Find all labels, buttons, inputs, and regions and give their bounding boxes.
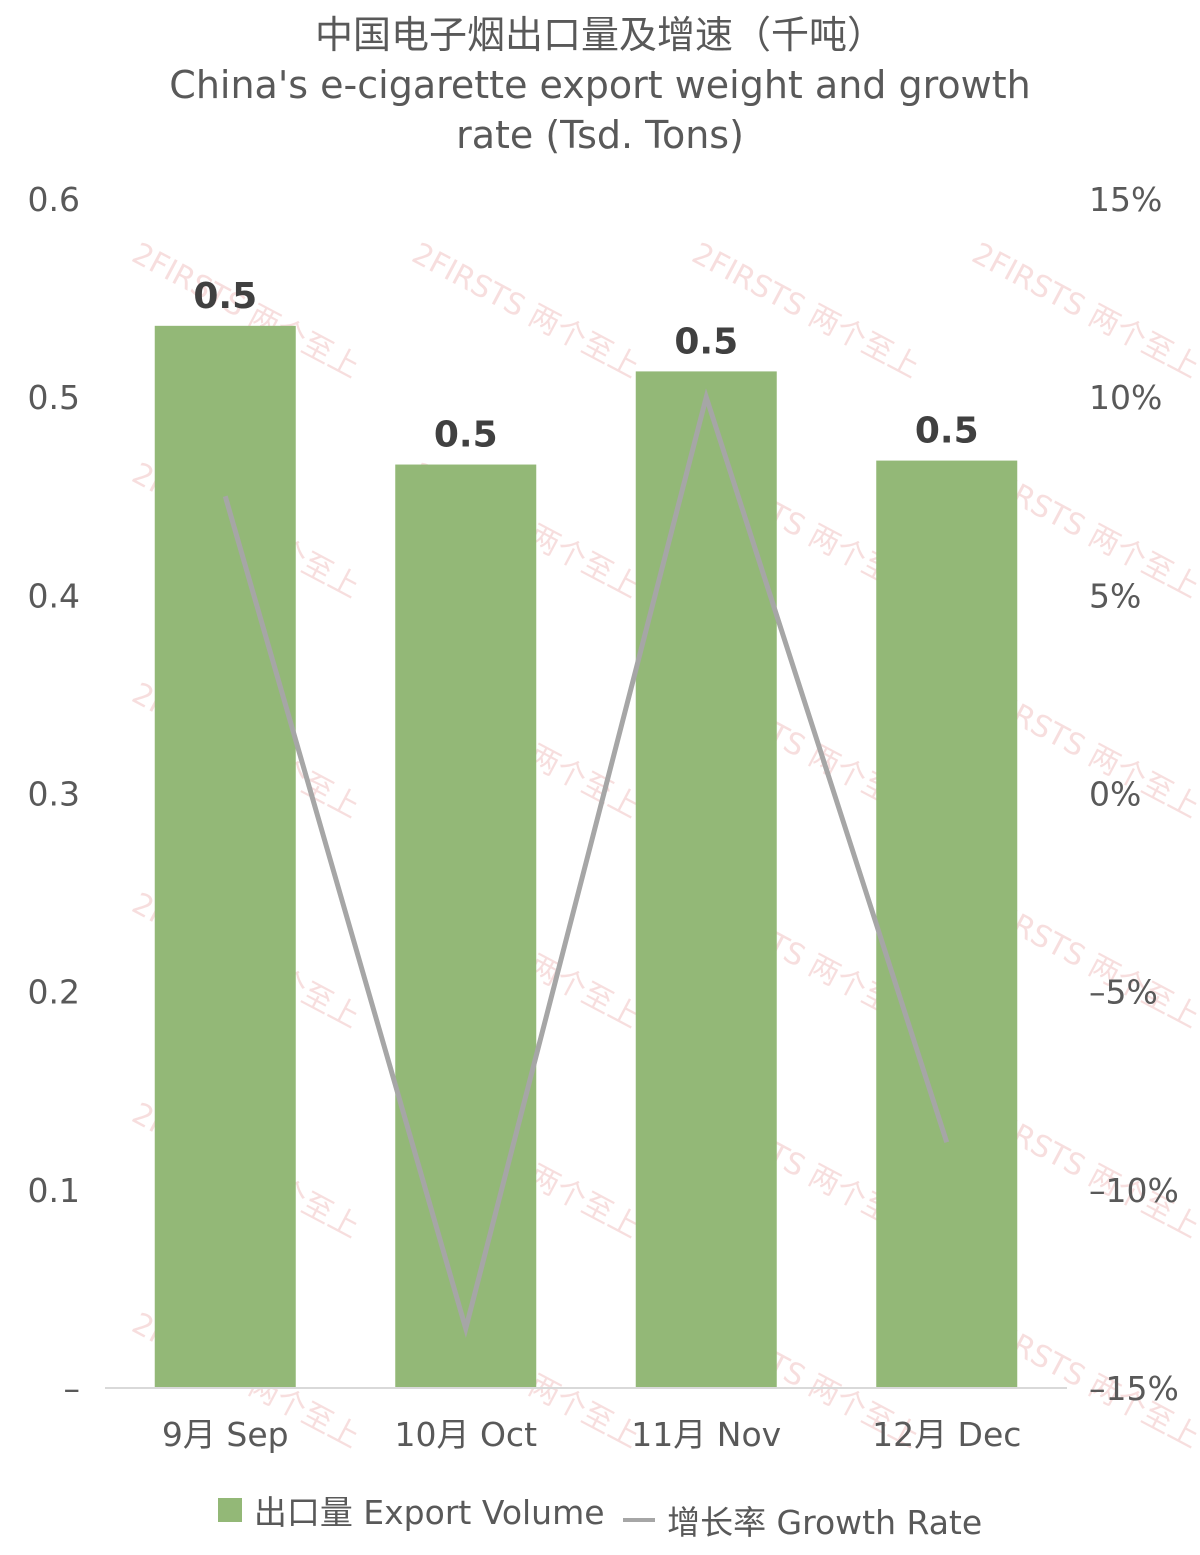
bar-data-label: 0.5: [434, 415, 498, 456]
left-axis-tick-label: 0.1: [28, 1171, 80, 1210]
legend-item-growth-rate: 增长率 Growth Rate: [623, 1496, 982, 1544]
chart-title-en-line2: rate (Tsd. Tons): [456, 113, 744, 157]
legend: 出口量 Export Volume 增长率 Growth Rate: [0, 1486, 1200, 1544]
chart-title-en-line1: China's e-cigarette export weight and gr…: [169, 63, 1031, 107]
legend-swatch-bar: [217, 1498, 242, 1522]
legend-swatch-line: [623, 1518, 656, 1522]
legend-item-export-volume: 出口量 Export Volume: [217, 1486, 605, 1534]
legend-label-growth-rate: 增长率 Growth Rate: [667, 1503, 983, 1542]
bar-data-label: 0.5: [193, 276, 257, 317]
bar-export-volume: [635, 371, 777, 1388]
right-axis-tick-label: –5%: [1089, 973, 1158, 1012]
left-axis-tick-label: 0.4: [28, 576, 80, 615]
x-axis-category-label: 12月 Dec: [872, 1415, 1021, 1454]
right-axis-tick-label: –15%: [1089, 1369, 1179, 1408]
x-axis-categories: 9月 Sep 10月 Oct 11月 Nov 12月 Dec: [162, 1415, 1022, 1454]
right-axis-tick-label: –10%: [1089, 1171, 1179, 1210]
right-axis-tick-label: 5%: [1089, 576, 1141, 615]
growth-rate-series: [222, 388, 950, 1339]
x-axis-category-label: 11月 Nov: [631, 1415, 781, 1454]
right-axis: –15% –10% –5% 0% 5% 10% 15%: [1089, 180, 1179, 1408]
bar-export-volume: [395, 464, 537, 1388]
right-axis-tick-label: 0%: [1089, 775, 1141, 814]
left-axis-tick-label: 0.6: [28, 180, 80, 219]
left-axis-tick-label: 0.2: [28, 973, 80, 1012]
bar-export-volume: [154, 325, 296, 1388]
left-axis-tick-label: –: [64, 1369, 81, 1408]
watermark-text: 2FIRSTS 两个至上: [686, 236, 925, 385]
right-axis-tick-label: 15%: [1089, 180, 1162, 219]
x-axis-category-label: 9月 Sep: [162, 1415, 289, 1454]
bar-export-volume: [876, 460, 1018, 1389]
watermark-text: 2FIRSTS 两个至上: [406, 236, 645, 385]
watermark-text: 2FIRSTS 两个至上: [966, 236, 1200, 385]
x-axis-category-label: 10月 Oct: [394, 1415, 537, 1454]
data-labels: 0.5 0.5 0.5 0.5: [193, 276, 978, 456]
left-axis-tick-label: 0.5: [28, 378, 80, 417]
legend-label-export-volume: 出口量 Export Volume: [253, 1493, 605, 1532]
growth-rate-line: [222, 388, 950, 1339]
chart-title: 中国电子烟出口量及增速（千吨） China's e-cigarette expo…: [0, 10, 1200, 160]
left-axis-tick-label: 0.3: [28, 775, 80, 814]
bar-data-label: 0.5: [674, 321, 738, 362]
chart-title-cn: 中国电子烟出口量及增速（千吨）: [314, 13, 885, 57]
right-axis-tick-label: 10%: [1089, 378, 1162, 417]
left-axis: – 0.1 0.2 0.3 0.4 0.5 0.6: [28, 180, 80, 1408]
bar-data-label: 0.5: [915, 411, 979, 452]
